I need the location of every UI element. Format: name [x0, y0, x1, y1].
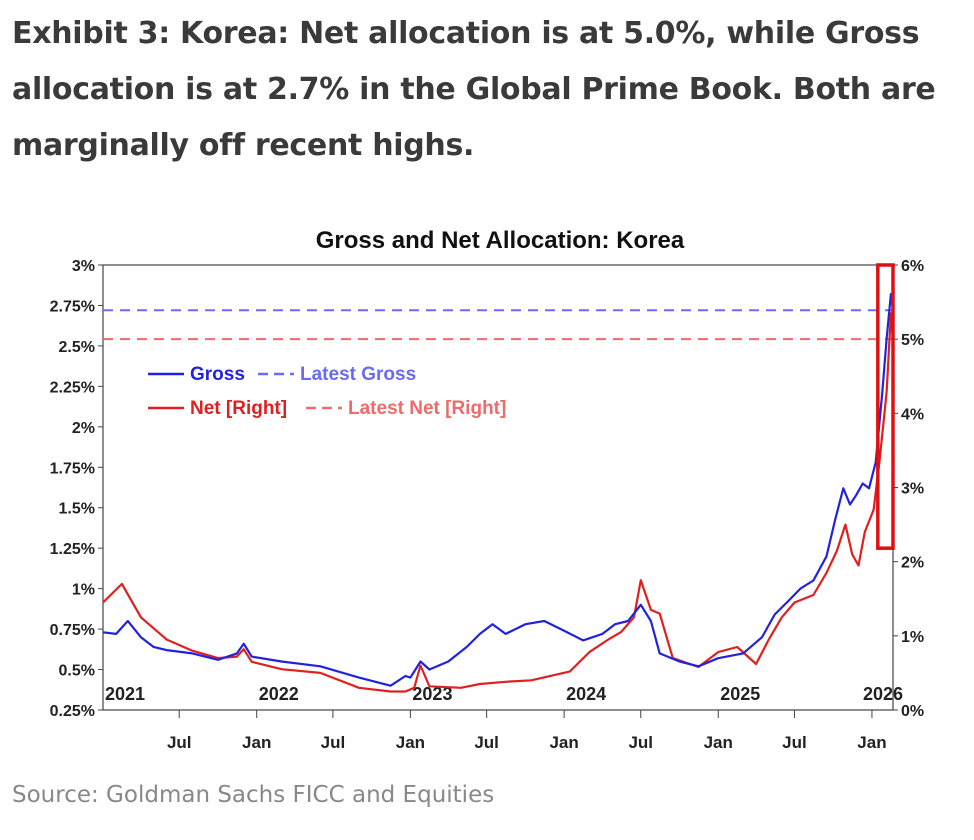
y-left-tick-label: 1.25% [50, 541, 95, 558]
legend-label: Latest Gross [300, 364, 416, 385]
y-left-tick-label: 3% [72, 258, 95, 275]
y-right-tick-label: 5% [901, 332, 924, 349]
net-series-line [102, 312, 895, 693]
x-month-label: Jan [857, 733, 886, 752]
y-left-tick-label: 1.5% [59, 501, 95, 518]
y-right-tick-label: 4% [901, 406, 924, 423]
y-right-tick-label: 3% [901, 481, 924, 498]
gross-series-line [102, 293, 895, 687]
x-month-label: Jan [396, 733, 425, 752]
legend-label: Net [Right] [190, 398, 287, 419]
y-left-tick-label: 1% [72, 582, 95, 599]
right-axis-ticks: 0% 1% 2% 3% 4% 5% 6% [893, 258, 924, 720]
x-year-label: 2025 [720, 684, 760, 704]
y-left-tick-label: 2.75% [50, 298, 95, 315]
y-left-tick-label: 0.25% [50, 703, 95, 720]
x-month-label: Jul [628, 733, 653, 752]
source-note: Source: Goldman Sachs FICC and Equities [12, 782, 495, 808]
y-right-tick-label: 2% [901, 555, 924, 572]
x-month-label: Jul [167, 733, 192, 752]
x-year-label: 2021 [105, 684, 145, 704]
y-left-tick-label: 2% [72, 420, 95, 437]
x-axis-labels: 2021 2022 2023 2024 2025 2026 Jul Jan Jul Jan Jul J… [105, 684, 903, 752]
chart-legend: Gross Latest Gross Net [Right] Latest Net [… [148, 364, 506, 419]
reference-lines [103, 309, 893, 341]
left-axis-ticks: 0.25% 0.5% 0.75% 1% 1.25% 1.5% 1.75% 2% 2.25% 2.5… [50, 258, 103, 720]
y-left-tick-label: 2.25% [50, 379, 95, 396]
plot-area-border [102, 264, 894, 711]
chart: Gross and Net Allocation: Korea 0.25% 0.5… [50, 227, 925, 752]
x-year-label: 2024 [566, 684, 606, 704]
x-year-label: 2023 [412, 684, 452, 704]
y-left-tick-label: 1.75% [50, 460, 95, 477]
x-month-label: Jan [549, 733, 578, 752]
x-month-label: Jul [782, 733, 807, 752]
y-left-tick-label: 0.5% [59, 663, 95, 680]
y-left-tick-label: 2.5% [59, 339, 95, 356]
x-month-label: Jul [474, 733, 499, 752]
y-right-tick-label: 1% [901, 629, 924, 646]
legend-label: Gross [190, 364, 245, 385]
y-right-tick-label: 6% [901, 258, 924, 275]
highlight-box [876, 263, 895, 550]
legend-label: Latest Net [Right] [348, 398, 506, 419]
x-month-label: Jan [704, 733, 733, 752]
x-month-label: Jan [242, 733, 271, 752]
series-lines [102, 293, 895, 693]
x-year-label: 2026 [863, 684, 903, 704]
y-right-tick-label: 0% [901, 703, 924, 720]
chart-title: Gross and Net Allocation: Korea [316, 227, 685, 254]
x-year-label: 2022 [259, 684, 299, 704]
y-left-tick-label: 0.75% [50, 622, 95, 639]
exhibit-title: Exhibit 3: Korea: Net allocation is at 5… [12, 16, 936, 163]
x-month-label: Jul [321, 733, 346, 752]
